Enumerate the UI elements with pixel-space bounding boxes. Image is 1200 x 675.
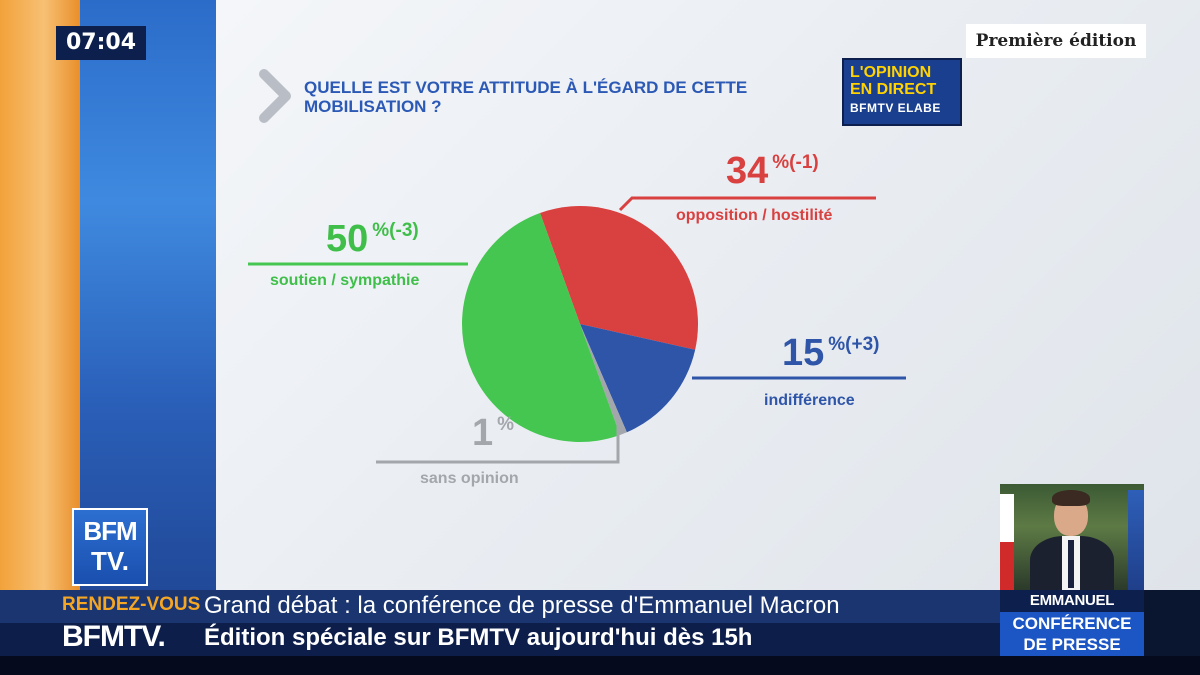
leader-line-sans-opinion: [376, 426, 620, 464]
slice-label-sans-opinion: sans opinion: [420, 470, 519, 487]
ticker-row-top: [0, 590, 1000, 623]
eu-flag: [1128, 490, 1144, 590]
opinion-en-direct-logo: L'OPINION EN DIRECT BFMTV ELABE: [842, 58, 962, 126]
value-label-indifference: 15 %(+3): [782, 332, 880, 375]
pie-slice-sans-opinion: [580, 324, 627, 436]
ticker-label-bottom: BFMTV.: [62, 620, 166, 653]
change-sans-opinion: %: [497, 414, 515, 435]
chevron-right-icon: [259, 69, 291, 123]
change-soutien: %(-3): [372, 220, 419, 241]
opinion-logo-line1: L'OPINION: [850, 64, 932, 81]
value-indifference: 15: [782, 332, 825, 374]
bfm-logo-line2: TV.: [90, 546, 130, 576]
change-opposition: %(-1): [772, 152, 819, 173]
opinion-logo-line2: EN DIRECT: [850, 81, 937, 98]
hair: [1052, 490, 1090, 506]
ticker-row-bottom: [0, 623, 1000, 656]
slice-label-opposition: opposition / hostilité: [676, 207, 833, 224]
bfmtv-logo: BFM TV.: [72, 508, 148, 586]
inset-name: EMMANUEL MACRON: [1000, 590, 1144, 631]
value-label-sans-opinion: 1%: [472, 412, 514, 455]
inset-subtitle-line2: DE PRESSE: [1023, 635, 1121, 654]
clock: 07:04: [56, 26, 146, 60]
pie-slice-soutien: [462, 212, 620, 442]
bottom-bar: [0, 656, 1200, 675]
inset-video: [1000, 484, 1144, 590]
french-flag: [1000, 494, 1014, 590]
background-orange-stripe: [0, 0, 80, 675]
value-sans-opinion: 1: [472, 412, 494, 454]
pie-slice-indifference: [580, 324, 696, 433]
bfm-logo-line1: BFM: [83, 516, 137, 546]
change-indifference: %(+3): [828, 334, 880, 355]
pie-slice-opposition: [540, 206, 698, 350]
value-label-soutien: 50 %(-3): [326, 218, 419, 261]
slice-label-soutien: soutien / sympathie: [270, 272, 420, 289]
value-opposition: 34: [726, 150, 769, 192]
opinion-logo-line3: BFMTV ELABE: [850, 101, 941, 115]
slice-label-indifference: indifférence: [764, 392, 855, 409]
ticker-label-top: RENDEZ-VOUS: [62, 594, 201, 615]
value-soutien: 50: [326, 218, 369, 260]
ticker-headline-2: Édition spéciale sur BFMTV aujourd'hui d…: [204, 624, 753, 651]
leader-line-opposition: [618, 196, 876, 212]
tie: [1068, 540, 1074, 588]
pie-chart: [248, 196, 906, 464]
value-label-opposition: 34 %(-1): [726, 150, 819, 193]
edition-badge: Première édition: [966, 24, 1146, 58]
ticker-headline-1: Grand débat : la conférence de presse d'…: [204, 592, 840, 619]
inset-subtitle-line1: CONFÉRENCE: [1012, 614, 1132, 633]
inset-subtitle: CONFÉRENCE DE PRESSE: [1000, 612, 1144, 656]
chart-title: QUELLE EST VOTRE ATTITUDE À L'ÉGARD DE C…: [304, 78, 748, 116]
